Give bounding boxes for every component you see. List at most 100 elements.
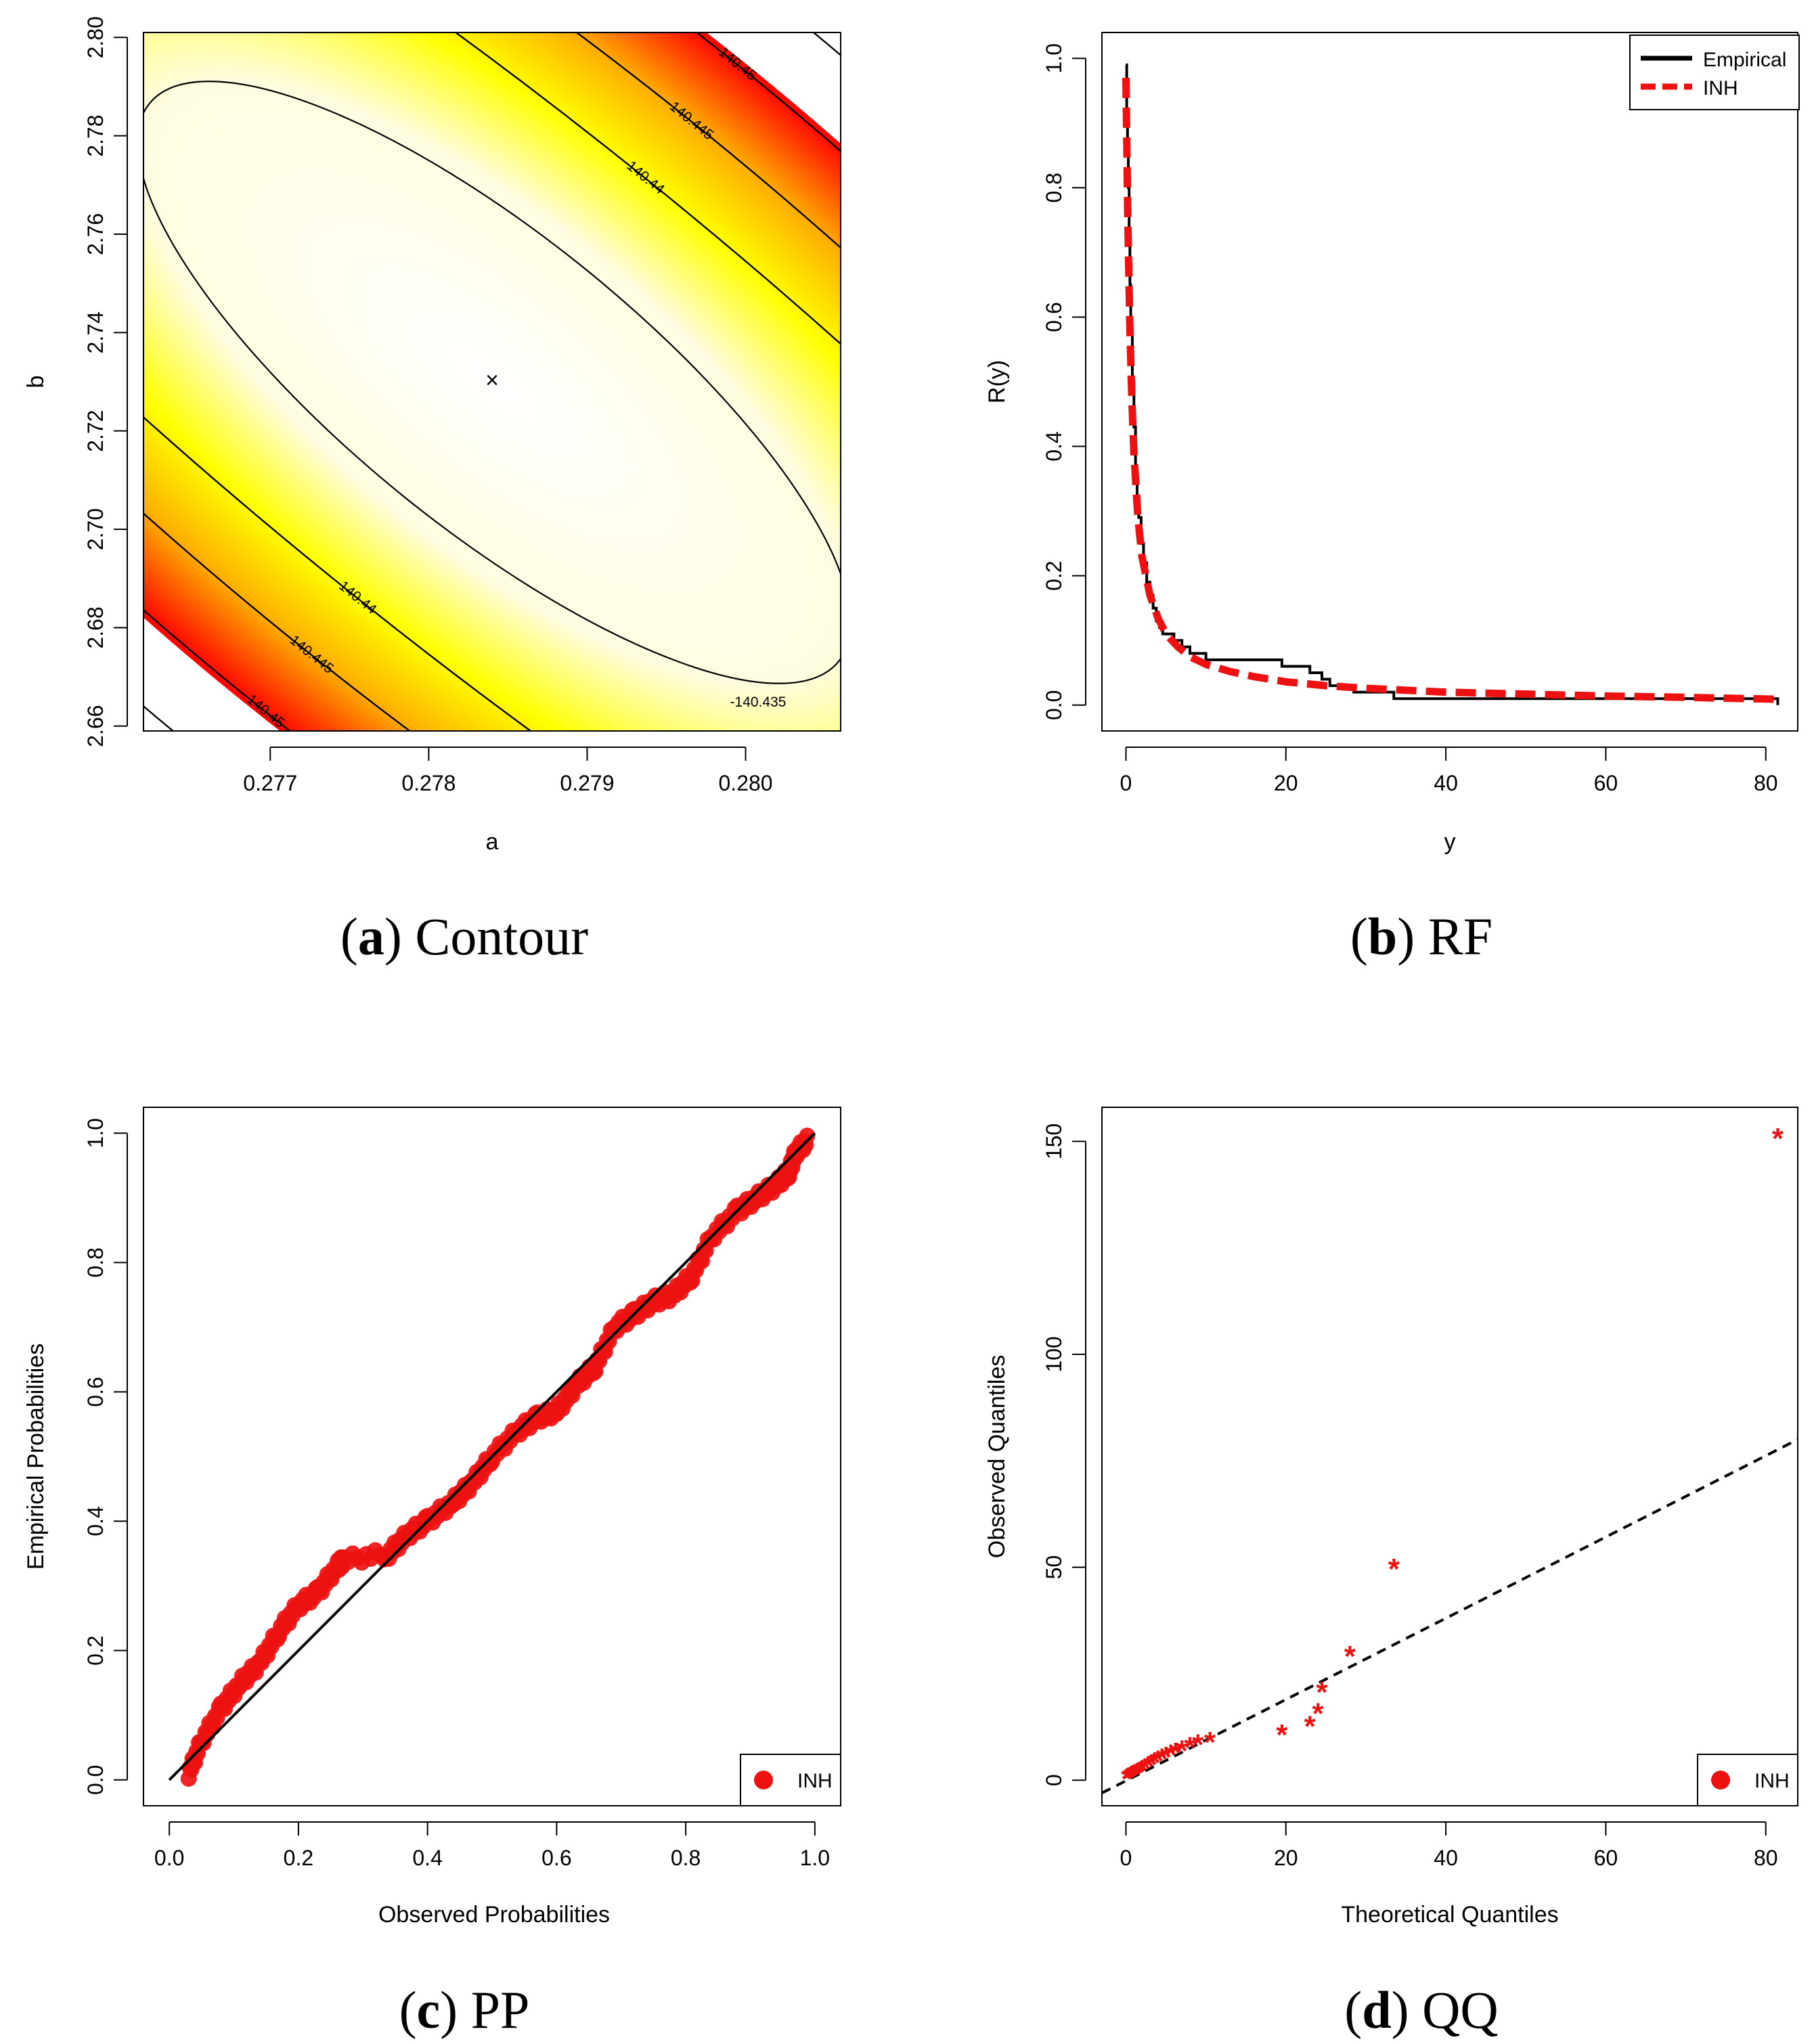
x-tick-label: 60 [1594,1846,1618,1870]
qq-point: * [1136,1754,1149,1787]
y-tick-label: 0.0 [83,1765,108,1795]
qq-point: * [1143,1750,1155,1783]
qq-point: * [1139,1752,1151,1785]
contour-surface [143,32,841,731]
contour-label: -140.455 [755,0,808,29]
panel-c-legend: INH [740,1754,841,1806]
reference-line [1101,1438,1798,1794]
panel-a-frame [143,32,841,732]
panel-d-series: ********************* * * ****** [1101,1122,1798,1796]
x-tick-label: 20 [1274,1846,1298,1870]
qq-point: * [1772,1122,1784,1155]
qq-point: * [1156,1742,1168,1775]
panel-d-frame [1101,1107,1798,1806]
y-tick-label: 0.2 [83,1635,108,1665]
y-tick-label: 0.8 [83,1247,108,1277]
panel-c-axes: 0.0 0.2 0.4 0.6 0.8 1.0 0.0 0.2 0.4 0.6 0.8 1.0 [83,1118,830,1870]
panel-d-caption-text: QQ [1422,1980,1499,2039]
y-tick-label: 0.8 [1042,173,1066,202]
x-tick-label: 60 [1594,771,1618,795]
panel-a-caption-letter: a [358,907,384,966]
panel-c-frame [143,1107,841,1806]
x-tick-label: 0.4 [412,1846,442,1870]
panel-d-axes: 0 20 40 60 80 0 50 100 150 [1042,1124,1778,1870]
panel-c-caption: (c) PP [399,1980,530,2039]
panel-d-caption-letter: d [1362,1980,1391,2039]
contour-line [143,32,841,731]
qq-point: * [1134,1756,1146,1789]
qq-point: * [1304,1710,1317,1743]
x-tick-label: 40 [1434,771,1458,795]
panel-d-ylabel: Observed Quantiles [984,1355,1010,1559]
y-tick-label: 100 [1042,1336,1066,1372]
qq-point: * [1276,1718,1288,1752]
qq-point: * [1170,1737,1182,1770]
y-tick-label: 0.0 [1042,690,1066,720]
x-tick-label: 40 [1434,1846,1458,1870]
y-tick-label: 0.2 [1042,560,1066,590]
y-tick-label: 0.6 [83,1377,108,1406]
x-tick-label: 0.6 [541,1846,571,1870]
contour-label: -140.455 [191,743,244,791]
qq-point: * [1312,1697,1324,1731]
legend-inh-swatch [1711,1771,1730,1790]
x-tick-label: 0 [1120,771,1132,795]
qq-point: * [1160,1741,1172,1774]
qq-point: * [1316,1676,1328,1709]
pp-point [799,1128,816,1145]
contour-line-140.435 [143,81,841,684]
legend-empirical-label: Empirical [1703,49,1786,71]
y-tick-label: 0 [1042,1774,1066,1786]
panel-b-axes: 0 20 40 60 80 0.0 0.2 0.4 0.6 0.8 1.0 [1042,43,1778,795]
qq-point: * [1388,1553,1400,1586]
y-tick-label: 0.4 [83,1506,108,1536]
legend-box [1629,35,1800,110]
series-inh [1122,77,1778,703]
panel-b-ylabel: R(y) [984,360,1010,403]
legend-box [740,1754,841,1806]
y-tick-label: 2.70 [83,508,108,550]
qq-point: * [1204,1726,1216,1759]
y-tick-label: 150 [1042,1124,1066,1159]
x-tick-label: 1.0 [800,1846,830,1870]
panel-a-ylabel: b [23,376,49,388]
panel-d-caption: (d) QQ [1344,1980,1499,2039]
panel-b-xlabel: y [1444,829,1456,855]
qq-point: * [1121,1762,1133,1796]
x-tick-label: 0.278 [401,771,456,795]
legend-inh-label: INH [1703,77,1738,99]
panel-b-caption-letter: b [1368,907,1397,966]
y-tick-label: 2.78 [83,114,108,156]
qq-point: * [1131,1757,1143,1790]
x-tick-label: 0.277 [243,771,297,795]
y-tick-label: 2.74 [83,311,108,353]
qq-point: * [1165,1739,1177,1772]
qq-point: * [1184,1731,1196,1764]
qq-point: * [1124,1761,1136,1794]
x-tick-label: 0.280 [719,771,773,795]
qq-point: * [1344,1640,1356,1673]
panel-a-xlabel: a [486,829,499,855]
y-tick-label: 2.66 [83,705,108,747]
panel-b-frame [1101,32,1798,732]
legend-inh-swatch [754,1771,773,1790]
mle-marker: × [485,368,499,393]
panel-b-series [1122,63,1779,705]
panel-c-caption-letter: c [417,1980,441,2039]
panel-c-series [168,1128,816,1787]
panel-b-caption-text: RF [1428,907,1492,966]
qq-point: * [1126,1760,1138,1793]
y-tick-label: 0.6 [1042,302,1066,332]
qq-point: * [1128,1759,1140,1792]
x-tick-label: 80 [1754,1846,1778,1870]
panel-d-legend: INH [1697,1754,1798,1806]
x-tick-label: 0.8 [671,1846,701,1870]
qq-point: * [1146,1748,1158,1781]
panel-b-legend: Empirical INH [1629,35,1800,110]
y-tick-label: 2.80 [83,16,108,58]
y-tick-label: 1.0 [1042,43,1066,73]
panel-a-contour: -140.435-140.44-140.44-140.445-140.445-1… [23,0,841,966]
qq-point: * [1129,1758,1141,1792]
